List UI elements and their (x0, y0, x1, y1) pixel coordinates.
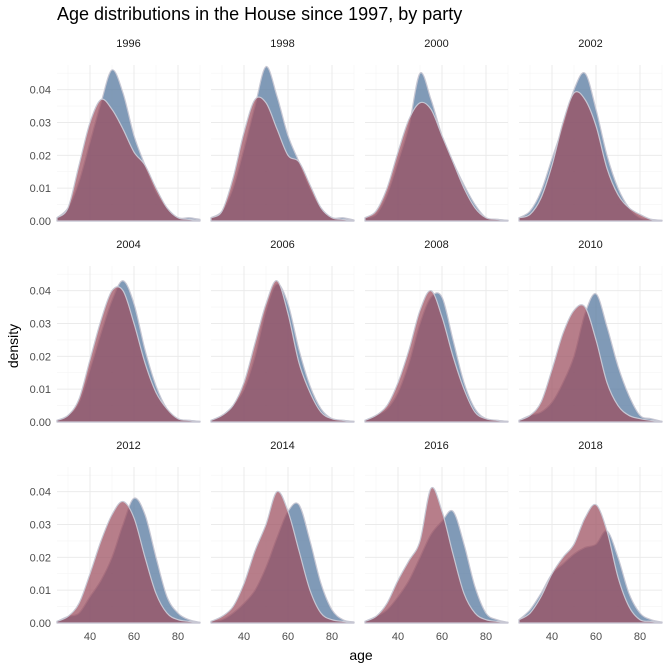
facet-strip-label: 2016 (424, 440, 448, 452)
y-tick-label: 0.00 (30, 216, 51, 228)
x-tick-label: 80 (172, 631, 184, 643)
facet-strip-label: 2008 (424, 239, 448, 251)
facet-strip-label: 1996 (116, 38, 140, 50)
density-area-republican (56, 98, 201, 222)
density-area-republican (210, 280, 355, 423)
x-tick-label: 40 (546, 631, 558, 643)
facet-strip-label: 2000 (424, 38, 448, 50)
facet-strip-label: 2014 (270, 440, 294, 452)
facet-panel-2002: 2002 (518, 38, 663, 222)
y-tick-label: 0.01 (30, 384, 51, 396)
y-tick-label: 0.02 (30, 552, 51, 564)
density-area-republican (56, 500, 201, 624)
y-tick-label: 0.02 (30, 351, 51, 363)
x-tick-label: 60 (590, 631, 602, 643)
facet-panel-2012: 2012 (56, 440, 201, 624)
facet-strip-label: 2006 (270, 239, 294, 251)
density-area-republican (210, 96, 355, 222)
facet-strip-label: 2010 (578, 239, 602, 251)
y-tick-label: 0.04 (30, 85, 51, 97)
y-axis-title: density (5, 324, 21, 368)
facet-panel-1998: 1998 (210, 38, 355, 222)
density-area-republican (210, 490, 355, 624)
x-tick-label: 60 (128, 631, 140, 643)
y-tick-label: 0.02 (30, 150, 51, 162)
y-tick-label: 0.03 (30, 318, 51, 330)
y-tick-label: 0.00 (30, 618, 51, 630)
x-tick-label: 80 (326, 631, 338, 643)
density-area-republican (518, 304, 663, 423)
x-tick-label: 40 (392, 631, 404, 643)
facet-strip-label: 2012 (116, 440, 140, 452)
x-tick-labels: 40 60 80 40 60 80 40 60 80 40 60 80 (84, 631, 646, 643)
y-tick-label: 0.04 (30, 286, 51, 298)
facet-panel-2010: 2010 (518, 239, 663, 423)
y-tick-label: 0.01 (30, 585, 51, 597)
x-tick-label: 80 (480, 631, 492, 643)
facet-panel-2014: 2014 (210, 440, 355, 624)
x-tick-label: 80 (634, 631, 646, 643)
x-tick-label: 60 (436, 631, 448, 643)
x-tick-label: 40 (238, 631, 250, 643)
chart-title: Age distributions in the House since 199… (57, 4, 462, 24)
facet-strip-label: 2018 (578, 440, 602, 452)
y-tick-label: 0.03 (30, 117, 51, 129)
facet-panel-2018: 2018 (518, 440, 663, 624)
density-area-republican (364, 486, 509, 624)
facet-panel-1996: 1996 (56, 38, 201, 222)
y-tick-label: 0.04 (30, 487, 51, 499)
facet-panel-2006: 2006 (210, 239, 355, 423)
density-area-republican (518, 90, 663, 222)
density-area-republican (364, 101, 509, 222)
facet-panels: 1996 1998 2000 2002 2004 2006 2008 2010 2012 2014… (56, 38, 663, 624)
y-tick-labels: 0.00 0.01 0.02 0.03 0.04 0.00 0.01 0.02 0.03 0.04… (30, 85, 51, 630)
density-area-republican (518, 503, 663, 624)
facet-strip-label: 2002 (578, 38, 602, 50)
facet-panel-2000: 2000 (364, 38, 509, 222)
facet-panel-2016: 2016 (364, 440, 509, 624)
x-tick-label: 60 (282, 631, 294, 643)
facet-panel-2008: 2008 (364, 239, 509, 423)
facet-panel-2004: 2004 (56, 239, 201, 423)
y-tick-label: 0.00 (30, 417, 51, 429)
density-area-republican (56, 286, 201, 423)
density-area-republican (364, 290, 509, 423)
y-tick-label: 0.01 (30, 183, 51, 195)
facet-strip-label: 2004 (116, 239, 140, 251)
facet-strip-label: 1998 (270, 38, 294, 50)
x-tick-label: 40 (84, 631, 96, 643)
y-tick-label: 0.03 (30, 519, 51, 531)
x-axis-title: age (349, 647, 373, 663)
